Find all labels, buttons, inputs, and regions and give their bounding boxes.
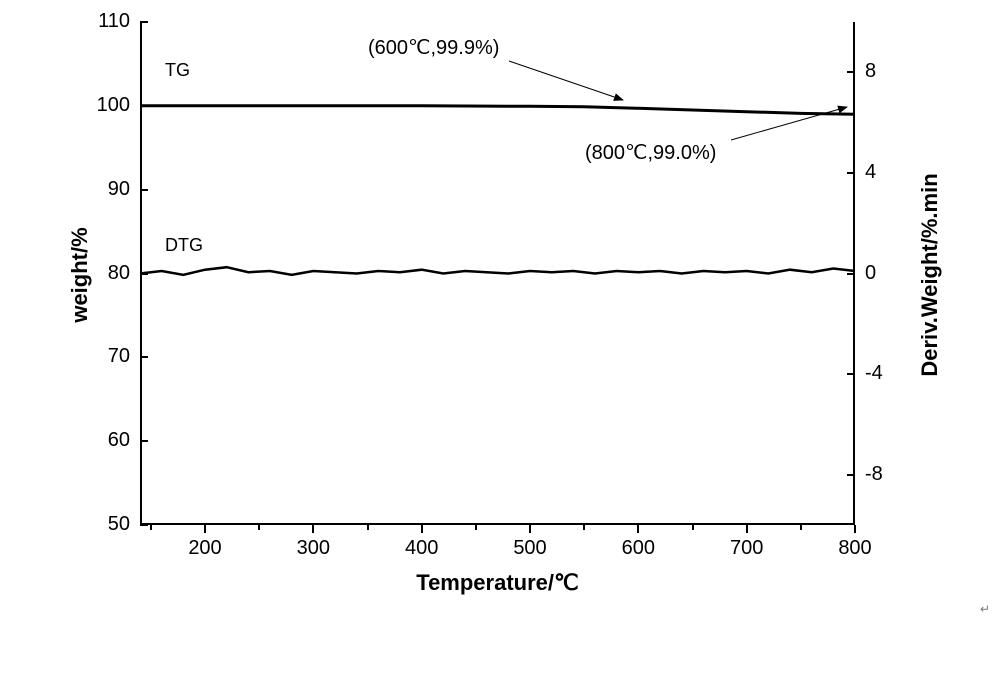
tg-curve	[140, 106, 855, 114]
series-inline-label: TG	[165, 60, 190, 81]
annotation-label: (600℃,99.9%)	[368, 35, 499, 60]
series-inline-label: DTG	[165, 235, 203, 256]
tga-chart: 5060708090100110 -8-4048 200300400500600…	[0, 0, 1000, 675]
annotation-arrow	[509, 61, 623, 100]
dtg-curve	[140, 267, 855, 275]
footnote-symbol: ↵	[980, 602, 990, 616]
chart-svg	[0, 0, 1000, 675]
annotation-label: (800℃,99.0%)	[585, 140, 716, 165]
